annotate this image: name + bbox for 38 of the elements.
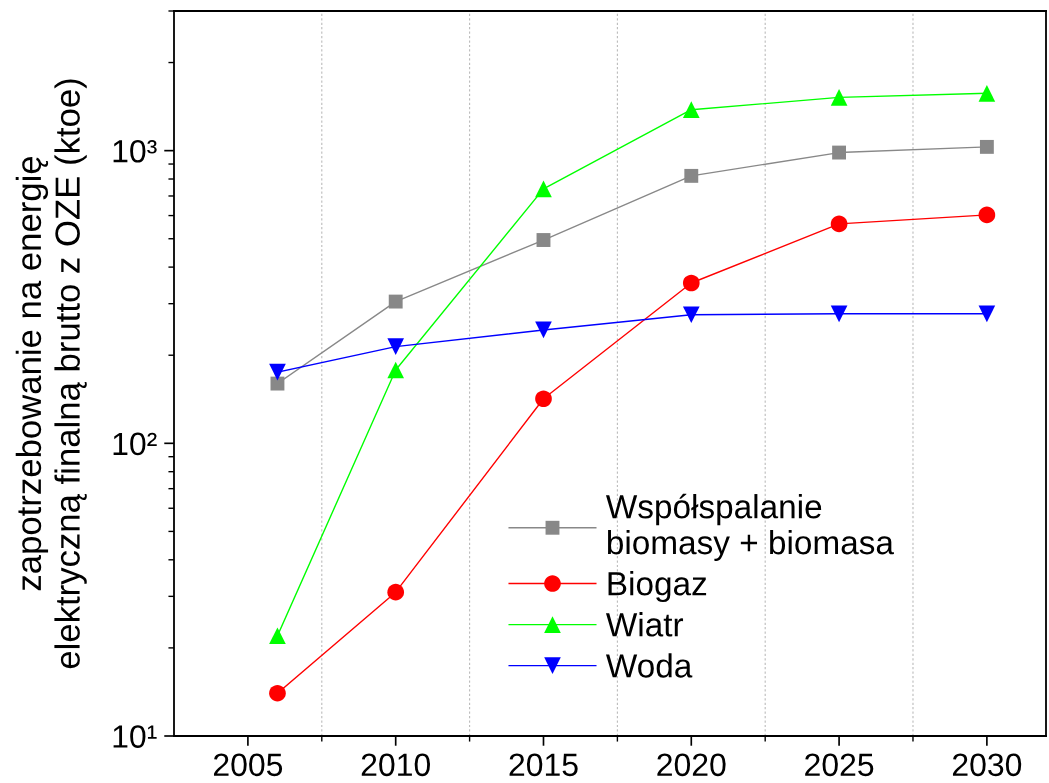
x-tick-label: 2020 <box>657 753 726 777</box>
y-tick-label: 10³ <box>113 139 157 163</box>
point <box>269 363 286 381</box>
point <box>536 233 551 247</box>
point <box>978 84 996 102</box>
legend-label: Biogaz <box>608 571 707 603</box>
point <box>682 274 700 292</box>
point <box>535 321 552 339</box>
point <box>978 206 996 224</box>
point <box>682 101 700 119</box>
y-tick-label: 10² <box>113 432 157 456</box>
point <box>535 180 552 198</box>
point <box>535 390 552 408</box>
x-tick-label: 2015 <box>509 753 578 777</box>
x-tick-label: 2030 <box>952 753 1022 777</box>
x-tick-label: 2025 <box>805 753 874 777</box>
point <box>270 376 285 391</box>
point <box>388 294 403 309</box>
point <box>387 583 405 601</box>
point <box>830 305 848 323</box>
legend-label: Woda <box>605 653 693 678</box>
x-tick-label: 2005 <box>213 753 283 777</box>
point <box>979 139 994 154</box>
legend-label: Współspalanie biomasy + biomasa <box>605 493 894 562</box>
x-tick-label: 2010 <box>361 753 430 777</box>
point <box>682 306 700 324</box>
y-tick-label: 10¹ <box>113 725 157 748</box>
point <box>269 684 286 702</box>
point <box>978 305 996 323</box>
point <box>387 338 405 355</box>
point <box>830 89 848 106</box>
point <box>269 627 286 645</box>
point <box>387 361 405 379</box>
legend-label: Wiatr <box>605 612 684 637</box>
y-axis-title: zapotrzebowanie na energię elektryczną finalną brutto z OZE (ktoe) <box>15 79 87 669</box>
point <box>684 168 699 183</box>
point <box>832 145 847 160</box>
point <box>830 215 848 233</box>
